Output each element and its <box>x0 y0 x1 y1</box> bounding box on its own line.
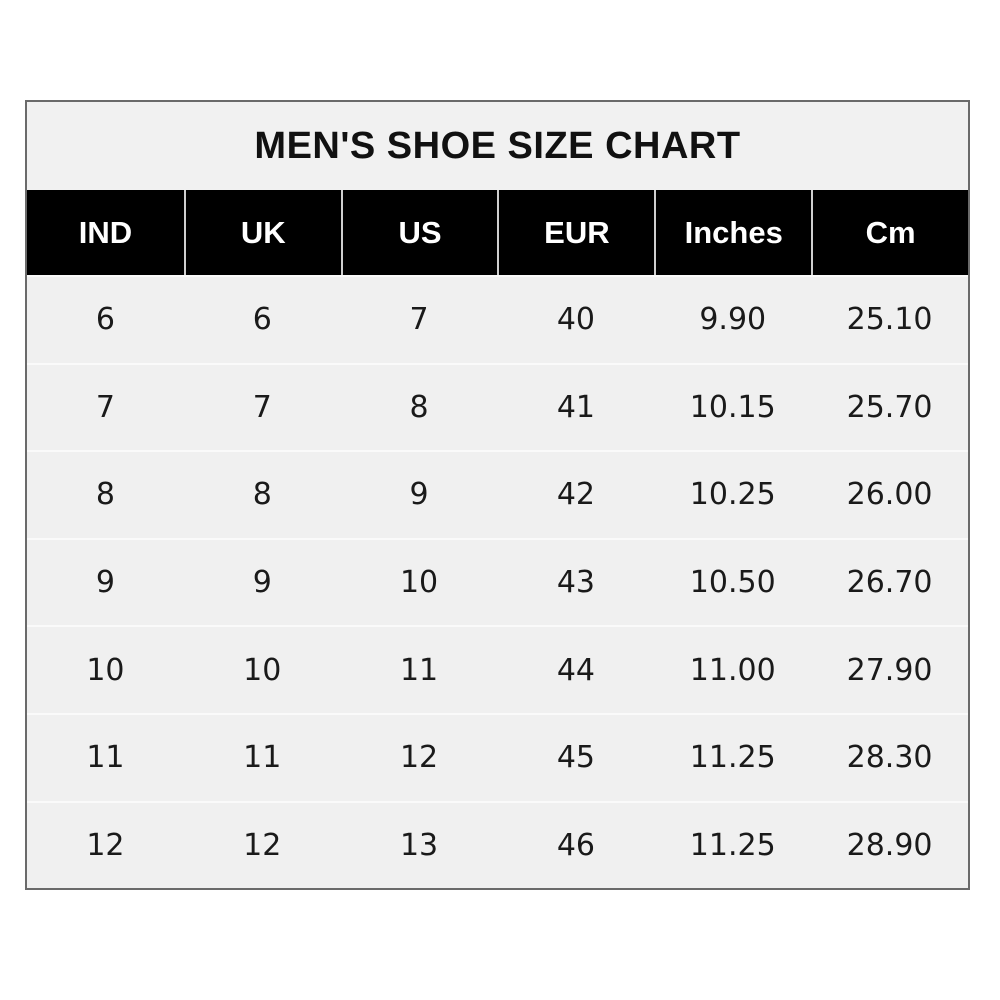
table-cell-inches: 11.00 <box>654 625 812 713</box>
table-cell-eur: 42 <box>497 450 655 538</box>
table-cell-uk: 6 <box>183 275 341 363</box>
table-cell-cm: 26.70 <box>811 537 968 626</box>
table-cell-us: 12 <box>340 712 498 801</box>
table-cell-ind: 7 <box>27 362 184 451</box>
table-cell-us: 10 <box>340 537 498 626</box>
column-header-us: US <box>340 190 498 275</box>
column-header-inches: Inches <box>654 190 812 275</box>
table-cell-cm: 28.90 <box>811 800 968 888</box>
table-cell-us: 13 <box>340 800 498 888</box>
table-cell-cm: 25.70 <box>811 362 968 451</box>
table-cell-eur: 45 <box>497 712 655 801</box>
table-cell-eur: 43 <box>497 537 655 626</box>
table-cell-uk: 10 <box>183 625 341 713</box>
table-cell-cm: 26.00 <box>811 450 968 538</box>
table-cell-us: 9 <box>340 450 498 538</box>
table-cell-uk: 9 <box>183 537 341 626</box>
table-cell-inches: 10.50 <box>654 537 812 626</box>
table-cell-ind: 10 <box>27 625 184 713</box>
table-cell-ind: 12 <box>27 800 184 888</box>
table-cell-eur: 41 <box>497 362 655 451</box>
table-cell-ind: 9 <box>27 537 184 626</box>
table-cell-ind: 11 <box>27 712 184 801</box>
header-row: IND UK US EUR Inches Cm <box>27 190 968 275</box>
table-cell-inches: 10.15 <box>654 362 812 451</box>
chart-title: MEN'S SHOE SIZE CHART <box>254 124 741 167</box>
table-cell-uk: 7 <box>183 362 341 451</box>
size-chart-table: MEN'S SHOE SIZE CHART IND UK US EUR Inches Cm… <box>25 100 970 890</box>
table-cell-ind: 8 <box>27 450 184 538</box>
column-header-cm: Cm <box>811 190 968 275</box>
column-header-eur: EUR <box>497 190 655 275</box>
column-header-uk: UK <box>183 190 341 275</box>
table-cell-ind: 6 <box>27 275 184 363</box>
column-header-ind: IND <box>27 190 184 275</box>
table-cell-inches: 10.25 <box>654 450 812 538</box>
table-cell-eur: 46 <box>497 800 655 888</box>
table-cell-cm: 28.30 <box>811 712 968 801</box>
table-cell-eur: 44 <box>497 625 655 713</box>
table-cell-uk: 12 <box>183 800 341 888</box>
table-cell-inches: 11.25 <box>654 800 812 888</box>
table-cell-eur: 40 <box>497 275 655 363</box>
table-cell-us: 11 <box>340 625 498 713</box>
table-body: 6 6 7 40 9.90 25.10 7 7 8 41 10.15 25.70 8 8 9 42 10.25 2… <box>27 275 968 888</box>
table-cell-uk: 8 <box>183 450 341 538</box>
table-cell-inches: 9.90 <box>654 275 812 363</box>
table-cell-us: 8 <box>340 362 498 451</box>
table-cell-uk: 11 <box>183 712 341 801</box>
table-cell-us: 7 <box>340 275 498 363</box>
table-cell-cm: 27.90 <box>811 625 968 713</box>
table-cell-inches: 11.25 <box>654 712 812 801</box>
table-cell-cm: 25.10 <box>811 275 968 363</box>
